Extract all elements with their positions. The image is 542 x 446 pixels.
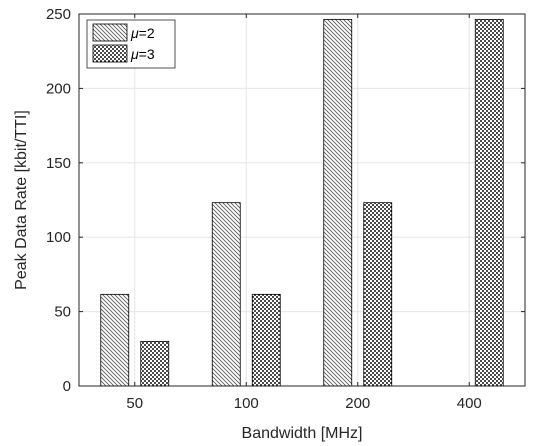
x-tick-label: 100 [234,395,259,412]
plot-area-frame [78,13,526,387]
bar-mu2-200 [323,18,353,387]
y-tick-label: 200 [46,80,71,97]
y-tick-label: 100 [46,229,71,246]
y-tick-label: 150 [46,155,71,172]
legend-swatch-mu2 [92,23,128,42]
grid-lines [79,13,525,387]
bar-mu3-400 [474,18,504,387]
legend: μ=2μ=3 [86,19,176,69]
x-tick-label: 50 [126,395,143,412]
bar-mu2-50 [100,293,130,387]
legend-label-mu2: μ=2 [130,25,155,41]
bar-mu3-100 [251,293,281,387]
y-tick-label: 50 [54,304,71,321]
legend-label-mu3: μ=3 [130,46,155,62]
bar-mu3-200 [363,202,393,387]
y-axis-title: Peak Data Rate [kbit/TTI] [13,110,30,290]
x-tick-label: 400 [457,395,482,412]
x-tick-label: 200 [345,395,370,412]
legend-swatch-mu3 [92,44,128,63]
bar-mu2-100 [211,202,241,387]
bar-mu3-50 [140,340,170,387]
axis-ticks: 0 50 100 150 200 250 50 100 200 400 [46,6,525,412]
y-tick-label: 0 [63,378,71,395]
bars [100,18,504,387]
y-tick-label: 250 [46,6,71,23]
x-axis-title: Bandwidth [MHz] [242,425,363,442]
